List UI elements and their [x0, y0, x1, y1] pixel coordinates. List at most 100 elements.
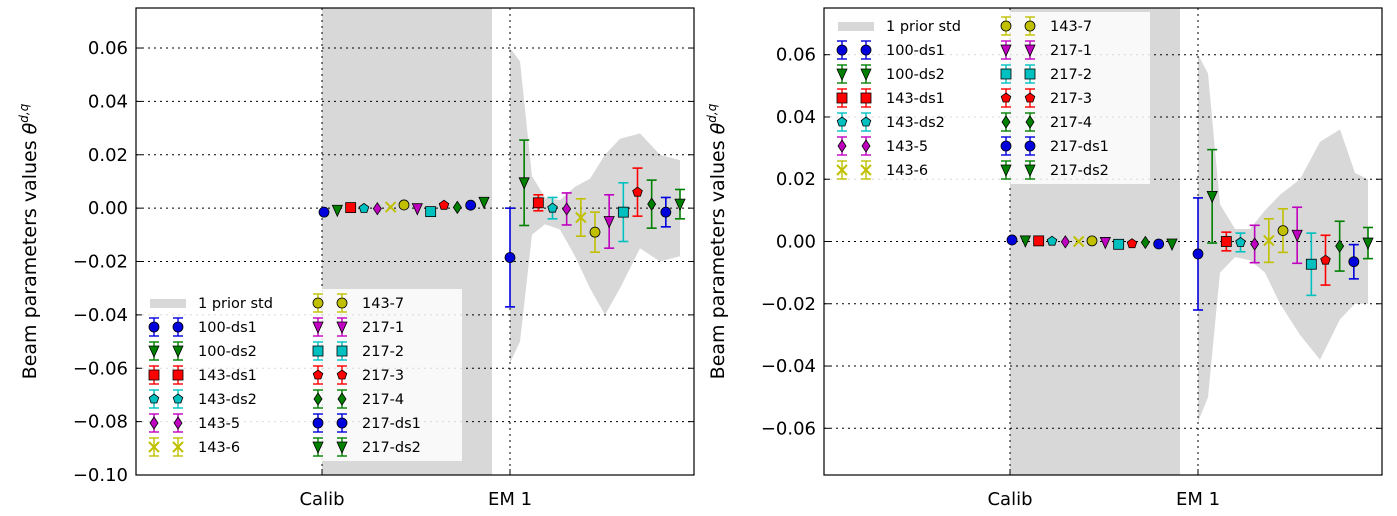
- calib-point-143-ds1: [345, 202, 357, 214]
- em1-point-217-ds1: [660, 206, 672, 218]
- legend-marker-143-6: [172, 441, 184, 453]
- legend-label: 1 prior std: [886, 19, 961, 35]
- calib-point-217-3: [438, 199, 450, 210]
- legend-marker-100-ds1: [148, 321, 160, 333]
- legend-marker-143-5: [149, 416, 159, 430]
- y-tick-label: −0.08: [73, 412, 128, 433]
- em1-point-217-1: [603, 216, 615, 229]
- em1-prior-band: [510, 48, 680, 363]
- legend-label: 217-ds2: [1050, 163, 1109, 179]
- y-axis-label: Beam parameters values θd,q: [705, 103, 729, 379]
- legend-entry-100-ds1: 100-ds1: [836, 40, 945, 60]
- legend-marker-143-5: [173, 416, 183, 430]
- legend-entry-prior: 1 prior std: [150, 296, 273, 312]
- legend-marker-217-ds1: [336, 417, 348, 429]
- legend-entry-217-ds2: 217-ds2: [1000, 160, 1109, 180]
- em1-point-217-2: [1305, 258, 1317, 270]
- calib-point-143-ds1: [1033, 235, 1045, 247]
- em1-point-217-1: [1291, 229, 1303, 243]
- legend-label: 143-5: [886, 139, 928, 155]
- em1-point-143-ds1: [1220, 236, 1232, 247]
- chart-panel-2: 0.06 0.04 0.02 0.00 −0.02 −0.04 −0.06 Calib EM 1…: [705, 7, 1383, 510]
- legend: 1 prior std 100-ds1 100-ds2 143-ds1 143-ds2 1…: [830, 12, 1150, 184]
- legend-entry-217-ds1: 217-ds1: [312, 413, 421, 433]
- calib-point-217-3: [1126, 238, 1138, 249]
- legend-marker-217-ds2: [1000, 164, 1012, 177]
- calib-point-143-5: [372, 201, 382, 216]
- legend-marker-217-4: [1025, 115, 1035, 129]
- legend-entry-143-5: 143-5: [837, 136, 928, 156]
- calib-point-100-ds2: [331, 204, 343, 218]
- y-tick-label: 0.06: [776, 45, 816, 66]
- em1-point-143-6: [1263, 234, 1275, 247]
- legend-marker-143-ds1: [148, 369, 160, 381]
- em1-point-217-2: [617, 206, 629, 218]
- legend-marker-217-ds2: [312, 441, 324, 454]
- em1-point-143-ds2: [1235, 236, 1246, 247]
- legend-label: 217-1: [1050, 43, 1092, 59]
- legend-marker-217-1: [1024, 44, 1036, 57]
- legend-entry-217-2: 217-2: [1000, 64, 1092, 84]
- calib-point-217-ds2: [478, 196, 490, 210]
- calib-point-100-ds2: [1019, 235, 1031, 248]
- legend-marker-100-ds1: [860, 44, 872, 56]
- calib-point-217-1: [1099, 237, 1111, 250]
- legend-label: 217-2: [362, 344, 404, 360]
- y-tick-label: 0.04: [88, 91, 128, 112]
- legend-label: 100-ds2: [198, 344, 257, 360]
- legend-marker-143-7: [312, 297, 324, 309]
- legend-marker-217-ds2: [1024, 164, 1036, 177]
- legend-marker-217-ds1: [1000, 140, 1012, 152]
- legend-label: 217-2: [1050, 67, 1092, 83]
- plot-frame: [135, 7, 695, 476]
- calib-point-143-6: [384, 201, 397, 213]
- legend-marker-217-2: [312, 345, 324, 357]
- em1-point-217-3: [1320, 254, 1331, 265]
- legend-marker-143-ds2: [148, 393, 160, 404]
- legend-label: 143-7: [1050, 19, 1092, 35]
- legend-entry-143-7: 143-7: [1000, 16, 1092, 36]
- legend-marker-217-3: [1024, 92, 1036, 103]
- legend-marker-217-4: [337, 392, 347, 406]
- em1-point-217-ds2: [1362, 237, 1374, 251]
- y-tick-label: 0.04: [776, 107, 816, 128]
- legend: 1 prior std 100-ds1 100-ds2 143-ds1 143-ds2 1…: [142, 289, 462, 461]
- y-tick-label: −0.02: [761, 294, 816, 315]
- x-tick-label: Calib: [987, 489, 1032, 510]
- calib-point-143-5: [1060, 235, 1070, 249]
- y-tick-label: −0.06: [761, 418, 816, 439]
- legend-label: 217-ds1: [1050, 139, 1109, 155]
- legend-marker-217-ds1: [1024, 140, 1036, 152]
- legend-marker-143-ds1: [860, 92, 872, 104]
- y-tick-label: 0.00: [776, 232, 816, 253]
- legend-label: 100-ds1: [198, 320, 257, 336]
- legend-marker-143-6: [148, 441, 160, 453]
- legend-marker-217-1: [336, 321, 348, 334]
- em1-point-143-ds1: [532, 197, 544, 209]
- em1-point-217-ds2: [674, 198, 686, 212]
- legend-entry-143-ds2: 143-ds2: [148, 389, 257, 409]
- legend-entry-143-ds1: 143-ds1: [148, 365, 257, 385]
- calib-point-217-ds1: [1153, 238, 1165, 250]
- em1-point-217-4: [1335, 239, 1345, 253]
- legend-marker-143-7: [1000, 20, 1012, 32]
- legend-marker-100-ds2: [860, 68, 872, 81]
- y-tick-label: 0.02: [88, 145, 128, 166]
- legend-label: 217-ds1: [362, 416, 421, 432]
- legend-marker-100-ds2: [172, 345, 184, 358]
- legend-label: 217-ds2: [362, 440, 421, 456]
- em1-point-100-ds2: [1206, 190, 1218, 204]
- legend-label: 143-6: [198, 440, 240, 456]
- em1-point-143-5: [562, 202, 572, 216]
- calib-point-143-7: [398, 199, 410, 211]
- legend-label: 143-ds1: [886, 91, 945, 107]
- legend-marker-217-2: [1000, 68, 1012, 80]
- legend-entry-143-6: 143-6: [836, 160, 928, 180]
- y-tick-label: 0.02: [776, 169, 816, 190]
- calib-point-100-ds1: [318, 206, 330, 218]
- calib-point-217-1: [411, 203, 423, 216]
- legend-label: 143-ds2: [198, 392, 257, 408]
- legend-label: 217-3: [1050, 91, 1092, 107]
- em1-point-217-4: [647, 197, 657, 211]
- calib-point-217-2: [1113, 238, 1125, 250]
